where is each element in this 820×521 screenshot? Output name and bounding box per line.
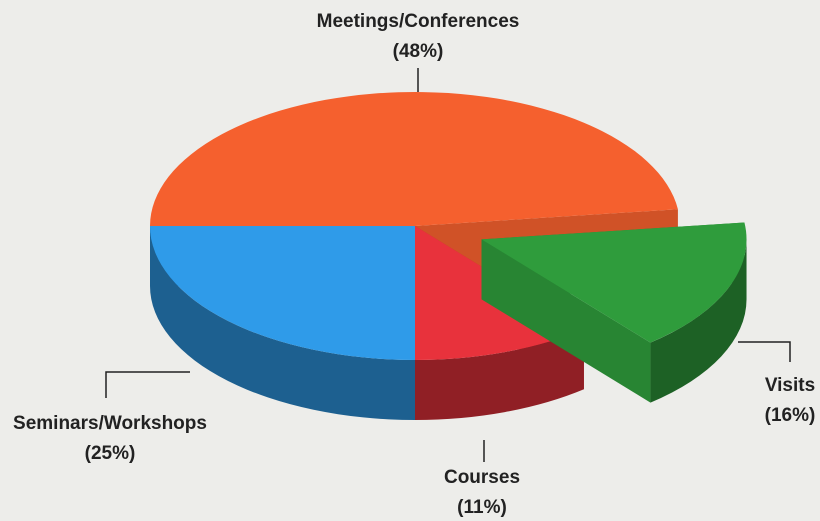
slice-label: Meetings/Conferences	[317, 11, 520, 32]
slice-label: Seminars/Workshops	[13, 413, 207, 434]
pie	[150, 91, 747, 420]
slice	[150, 226, 415, 360]
slice	[150, 91, 678, 226]
slice-wall	[650, 239, 747, 403]
slice-percent: (11%)	[457, 497, 507, 518]
slice-percent: (48%)	[393, 41, 444, 62]
slice-wall	[150, 226, 415, 420]
slice-side	[481, 239, 651, 403]
slice-label: Courses	[444, 467, 520, 488]
slice-percent: (25%)	[85, 443, 136, 464]
slice	[481, 222, 747, 343]
slice-label: Visits	[765, 375, 815, 396]
leader-line	[738, 341, 791, 362]
leader-line	[105, 371, 190, 398]
slice-percent: (16%)	[765, 405, 816, 426]
slice-wall	[415, 329, 584, 420]
